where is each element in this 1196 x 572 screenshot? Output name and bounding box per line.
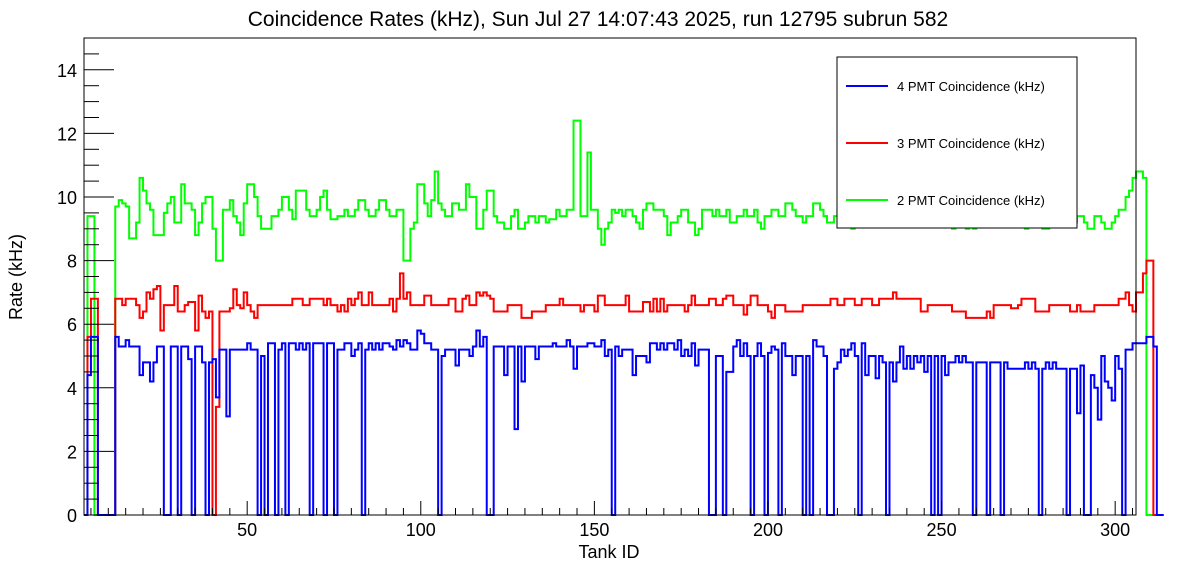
y-tick-label: 0 — [67, 506, 77, 526]
x-axis: 50 100 150 200 250 300 — [90, 501, 1134, 540]
x-axis-label: Tank ID — [578, 542, 639, 562]
y-tick-label: 10 — [57, 188, 77, 208]
y-axis: 0 2 4 6 8 10 12 14 — [57, 37, 114, 526]
x-tick-label: 150 — [579, 520, 609, 540]
x-tick-label: 200 — [753, 520, 783, 540]
x-tick-label: 50 — [237, 520, 257, 540]
y-axis-label: Rate (kHz) — [6, 234, 26, 320]
legend-label-3pmt: 3 PMT Coincidence (kHz) — [897, 136, 1045, 151]
series-line-3pmt — [84, 259, 1157, 516]
chart-title: Coincidence Rates (kHz), Sun Jul 27 14:0… — [248, 8, 948, 31]
x-tick-label: 300 — [1100, 520, 1130, 540]
y-tick-label: 6 — [67, 315, 77, 335]
x-tick-label: 100 — [406, 520, 436, 540]
y-tick-label: 14 — [57, 61, 77, 81]
y-tick-label: 12 — [57, 124, 77, 144]
y-tick-label: 8 — [67, 252, 77, 272]
legend-label-4pmt: 4 PMT Coincidence (kHz) — [897, 79, 1045, 94]
legend-label-2pmt: 2 PMT Coincidence (kHz) — [897, 193, 1045, 208]
legend: 4 PMT Coincidence (kHz) 3 PMT Coincidenc… — [836, 56, 1078, 229]
x-tick-label: 250 — [927, 520, 957, 540]
series-line-2pmt — [84, 119, 1154, 516]
y-tick-label: 4 — [67, 379, 77, 399]
y-tick-label: 2 — [67, 442, 77, 462]
